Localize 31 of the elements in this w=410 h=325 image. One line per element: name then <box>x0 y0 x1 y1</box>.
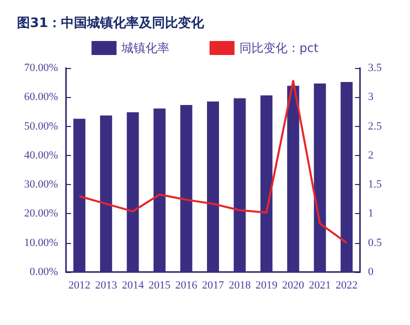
x-tick-label: 2013 <box>95 280 118 292</box>
y2-tick-label: 0.5 <box>368 236 382 249</box>
y-tick-label: 0.00% <box>30 266 58 278</box>
line-series <box>78 80 348 244</box>
x-tick-label: 2016 <box>175 280 198 292</box>
y2-tick-label: 1 <box>368 208 374 220</box>
y-tick-label: 10.00% <box>24 236 58 249</box>
legend-label: 城镇化率 <box>120 41 170 55</box>
y-tick-label: 20.00% <box>24 208 58 220</box>
x-tick-label: 2015 <box>148 280 172 292</box>
x-tick-label: 2021 <box>308 280 331 292</box>
y2-tick-label: 3.5 <box>368 62 382 74</box>
y2-tick-label: 0 <box>368 266 374 278</box>
x-tick-label: 2019 <box>255 280 278 292</box>
y-tick-label: 60.00% <box>24 91 58 104</box>
y2-tick-label: 2.5 <box>368 120 382 132</box>
x-tick-label: 2017 <box>202 280 224 292</box>
x-tick-label: 2022 <box>336 280 358 292</box>
x-tick-label: 2020 <box>282 280 305 292</box>
x-tick-label: 2018 <box>228 280 252 292</box>
y-tick-label: 30.00% <box>24 178 58 191</box>
legend-label: 同比变化：pct <box>240 41 319 55</box>
y-tick-label: 50.00% <box>24 120 58 132</box>
x-tick-label: 2012 <box>68 280 90 292</box>
y-tick-label: 40.00% <box>24 149 58 162</box>
y2-tick-label: 3 <box>368 91 374 104</box>
y-tick-label: 70.00% <box>24 62 58 74</box>
chart-title: 图31：中国城镇化率及同比变化 <box>17 15 206 31</box>
x-tick-label: 2014 <box>122 280 144 292</box>
y2-tick-label: 2 <box>368 149 374 162</box>
y2-tick-label: 1.5 <box>368 178 382 191</box>
